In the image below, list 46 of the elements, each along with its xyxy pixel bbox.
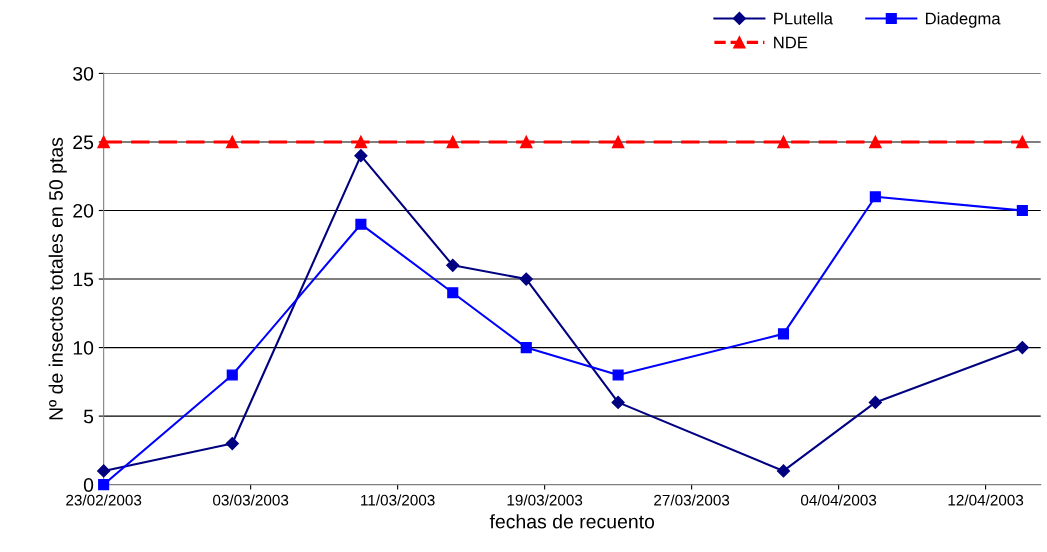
point bbox=[355, 218, 367, 230]
x-tick-label: 12/04/2003 bbox=[948, 494, 1024, 506]
y-tick-label: 15 bbox=[73, 272, 94, 287]
point bbox=[226, 369, 238, 381]
point bbox=[98, 479, 110, 491]
x-tick-label: 03/03/2003 bbox=[213, 494, 289, 506]
point bbox=[354, 135, 368, 149]
legend-label: PLutella bbox=[774, 12, 833, 25]
y-tick-label: 5 bbox=[83, 409, 94, 424]
x-tick-label: 23/02/2003 bbox=[66, 494, 142, 506]
point bbox=[776, 464, 791, 478]
point bbox=[869, 191, 881, 203]
point bbox=[225, 436, 239, 451]
point bbox=[868, 395, 882, 409]
y-tick-label: 10 bbox=[73, 341, 94, 355]
point bbox=[97, 464, 111, 478]
x-tick-label: 19/03/2003 bbox=[507, 494, 583, 506]
y-tick-label: 30 bbox=[73, 66, 94, 81]
point bbox=[354, 149, 368, 163]
point bbox=[447, 287, 459, 299]
legend-label: Diadegma bbox=[925, 12, 1001, 28]
x-tick-label: 04/04/2003 bbox=[800, 494, 877, 506]
point bbox=[612, 369, 624, 381]
x-axis-title: fechas de recuento bbox=[489, 514, 655, 529]
point bbox=[520, 342, 532, 354]
point bbox=[226, 135, 239, 149]
point bbox=[97, 135, 110, 149]
x-tick-label: 27/03/2003 bbox=[654, 494, 730, 506]
point bbox=[519, 272, 533, 286]
y-tick-label: 0 bbox=[83, 478, 94, 492]
point bbox=[777, 135, 790, 149]
point bbox=[611, 395, 625, 409]
point bbox=[520, 135, 533, 149]
y-tick-label: 25 bbox=[73, 135, 94, 150]
point bbox=[446, 135, 460, 149]
point bbox=[1016, 204, 1028, 217]
point bbox=[869, 135, 882, 149]
legend-label: NDE bbox=[774, 36, 808, 49]
point bbox=[611, 135, 625, 149]
point bbox=[1015, 340, 1029, 355]
y-axis-title: Nº de insectos totales en 50 ptas bbox=[48, 137, 67, 420]
point bbox=[446, 258, 460, 272]
point bbox=[777, 328, 790, 340]
x-tick-label: 11/03/2003 bbox=[361, 494, 435, 506]
point bbox=[1016, 135, 1029, 149]
y-tick-label: 20 bbox=[73, 203, 94, 218]
